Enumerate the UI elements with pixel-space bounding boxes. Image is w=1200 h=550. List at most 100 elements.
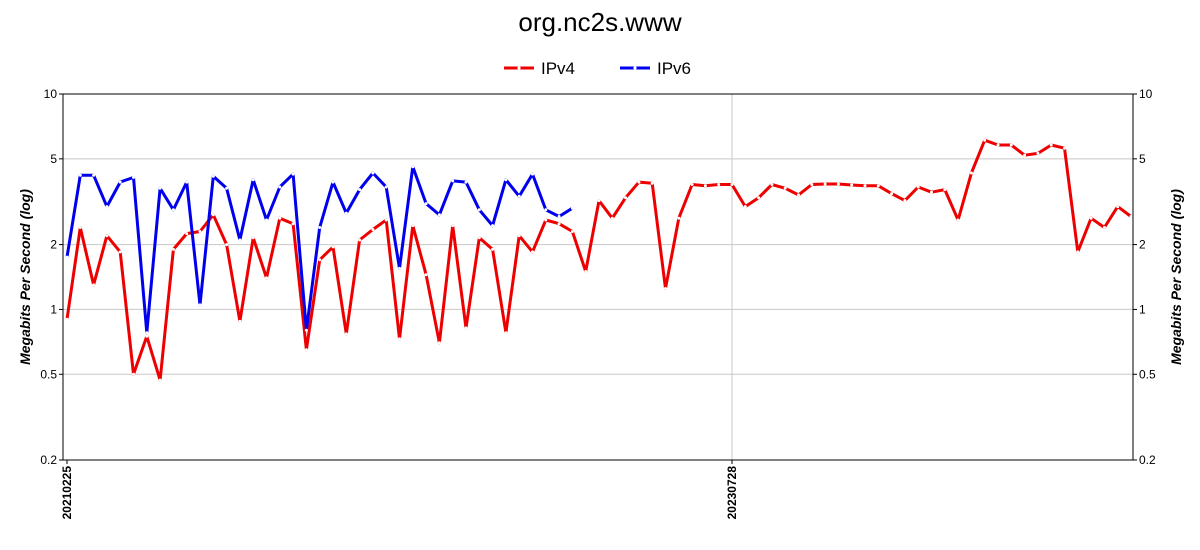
data-point-ipv4 (770, 183, 774, 186)
legend-label-ipv4: IPv4 (541, 59, 575, 78)
data-point-ipv4 (304, 348, 308, 352)
data-point-ipv6 (437, 213, 441, 217)
data-point-ipv4 (890, 192, 894, 196)
data-point-ipv6 (557, 215, 561, 218)
data-point-ipv4 (903, 199, 907, 203)
data-point-ipv4 (344, 332, 348, 336)
data-point-ipv6 (185, 180, 189, 184)
data-point-ipv4 (1116, 205, 1120, 209)
data-point-ipv4 (504, 331, 508, 335)
data-point-ipv4 (238, 319, 242, 323)
data-point-ipv4 (384, 218, 388, 222)
data-point-ipv4 (291, 222, 295, 226)
data-point-ipv4 (1102, 226, 1106, 229)
data-point-ipv4 (437, 341, 441, 345)
data-point-ipv6 (424, 202, 428, 206)
data-point-ipv6 (331, 180, 335, 184)
data-point-ipv6 (238, 238, 242, 242)
data-point-ipv4 (797, 193, 800, 197)
data-point-ipv4 (424, 273, 428, 277)
x-tick-label: 20230728 (725, 466, 739, 520)
y-tick-label-left: 0.2 (40, 453, 57, 467)
data-point-ipv6 (451, 179, 455, 183)
data-point-ipv6 (570, 206, 574, 210)
data-point-ipv4 (850, 183, 854, 187)
grid (63, 93, 1133, 461)
data-point-ipv4 (610, 216, 614, 220)
data-point-ipv6 (145, 331, 149, 335)
data-point-ipv4 (544, 218, 548, 222)
legend-label-ipv6: IPv6 (657, 59, 691, 78)
y-tick-label-left: 2 (50, 238, 57, 252)
data-point-ipv4 (371, 228, 375, 231)
data-point-ipv4 (531, 250, 534, 254)
data-point-ipv6 (491, 224, 495, 228)
data-point-ipv4 (650, 181, 654, 185)
data-point-ipv4 (65, 317, 69, 321)
series-ipv6 (65, 165, 574, 335)
data-point-ipv6 (398, 266, 401, 270)
data-point-ipv4 (318, 258, 322, 262)
data-point-ipv4 (278, 216, 282, 220)
data-point-ipv4 (557, 222, 561, 226)
data-point-ipv6 (198, 303, 202, 307)
data-point-ipv6 (105, 205, 109, 209)
data-point-ipv4 (451, 224, 455, 228)
data-point-ipv4 (1023, 153, 1027, 157)
data-point-ipv6 (132, 175, 135, 179)
data-point-ipv4 (823, 182, 827, 186)
data-point-ipv4 (398, 337, 401, 341)
data-point-ipv4 (185, 232, 189, 236)
data-point-ipv4 (730, 183, 734, 186)
data-point-ipv4 (358, 238, 362, 242)
data-point-ipv6 (78, 173, 82, 177)
data-point-ipv6 (225, 186, 229, 190)
data-point-ipv6 (504, 178, 508, 182)
data-point-ipv4 (1129, 215, 1133, 218)
chart-title: org.nc2s.www (518, 7, 681, 37)
data-point-ipv4 (757, 196, 761, 200)
data-point-ipv6 (371, 171, 375, 175)
data-point-ipv6 (531, 172, 534, 176)
y-tick-label-right: 5 (1139, 152, 1146, 166)
data-point-ipv4 (171, 247, 175, 251)
data-point-ipv6 (358, 188, 362, 192)
data-point-ipv4 (491, 247, 495, 251)
data-point-ipv6 (65, 255, 69, 259)
data-point-ipv4 (198, 230, 202, 233)
data-point-ipv4 (743, 205, 747, 209)
data-point-ipv4 (836, 182, 840, 186)
data-point-ipv4 (265, 276, 268, 280)
data-point-ipv4 (331, 245, 335, 249)
data-point-ipv4 (664, 287, 667, 290)
y-tick-label-left: 5 (50, 152, 57, 166)
data-point-ipv4 (584, 270, 588, 273)
y-tick-label-right: 1 (1139, 302, 1146, 316)
y-axis-left: 0.2 0.5 1 2 5 10 (40, 87, 63, 467)
series-ipv4 (65, 138, 1133, 382)
data-point-ipv4 (517, 234, 521, 238)
data-point-ipv4 (1063, 146, 1066, 150)
series-line-ipv4 (65, 138, 1132, 382)
data-point-ipv4 (1049, 143, 1053, 147)
data-point-ipv6 (278, 185, 282, 189)
data-point-ipv6 (477, 208, 481, 212)
data-point-ipv4 (411, 224, 415, 228)
data-point-ipv4 (1089, 216, 1093, 220)
data-point-ipv4 (690, 183, 694, 186)
y-tick-label-right: 10 (1139, 87, 1153, 101)
data-point-ipv4 (624, 196, 628, 200)
data-point-ipv4 (597, 199, 601, 203)
data-point-ipv4 (983, 138, 987, 142)
data-point-ipv6 (544, 208, 548, 212)
data-point-ipv4 (464, 326, 468, 330)
data-point-ipv6 (251, 178, 255, 182)
y-tick-label-left: 10 (44, 87, 58, 101)
y-tick-label-right: 0.2 (1139, 453, 1156, 467)
data-point-ipv4 (570, 230, 574, 233)
y-tick-label-left: 0.5 (40, 367, 57, 381)
data-point-ipv6 (92, 173, 96, 177)
legend: IPv4 IPv6 (504, 59, 691, 78)
data-point-ipv4 (956, 218, 960, 222)
legend-marker-ipv6 (633, 66, 637, 70)
